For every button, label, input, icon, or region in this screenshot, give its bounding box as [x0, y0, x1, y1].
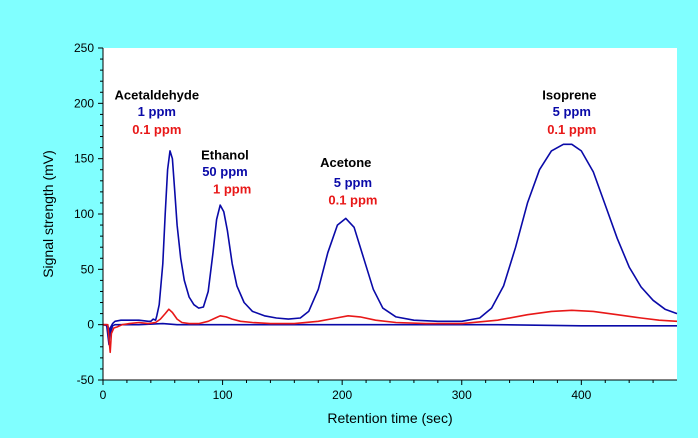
y-tick-label: 50: [81, 262, 95, 276]
peak-annotation: 0.1 ppm: [132, 122, 181, 137]
peak-annotation: 5 ppm: [553, 104, 591, 119]
peak-annotation: 1 ppm: [138, 104, 176, 119]
peak-annotation: 0.1 ppm: [328, 193, 377, 208]
peak-annotation: 5 ppm: [334, 175, 372, 190]
y-tick-label: 100: [74, 207, 94, 221]
x-tick-label: 0: [100, 388, 107, 402]
x-tick-label: 200: [332, 388, 352, 402]
x-tick-label: 100: [213, 388, 233, 402]
y-tick-label: -50: [77, 373, 95, 387]
series-line-2: [102, 322, 677, 335]
peak-annotation: Ethanol: [201, 147, 249, 162]
peak-annotation: 1 ppm: [213, 182, 251, 197]
peak-annotation: Isoprene: [542, 88, 596, 103]
y-tick-label: 250: [74, 41, 94, 55]
peak-annotation: Acetaldehyde: [115, 88, 200, 103]
series-layer: [102, 143, 678, 354]
peak-annotation: 0.1 ppm: [547, 122, 596, 137]
x-tick-label: 400: [571, 388, 591, 402]
series-line-3: [103, 308, 678, 354]
y-tick-label: 150: [74, 152, 94, 166]
peak-annotation: 50 ppm: [202, 164, 248, 179]
x-tick-label: 300: [452, 388, 472, 402]
peak-annotation: Acetone: [320, 155, 371, 170]
y-axis-label: Signal strength (mV): [40, 150, 56, 278]
axis-layer: Retention time (sec) Signal strength (mV…: [40, 41, 677, 426]
x-axis-label: Retention time (sec): [327, 410, 452, 426]
y-tick-label: 0: [87, 318, 94, 332]
y-tick-label: 200: [74, 96, 94, 110]
series-line-1: [103, 143, 678, 346]
